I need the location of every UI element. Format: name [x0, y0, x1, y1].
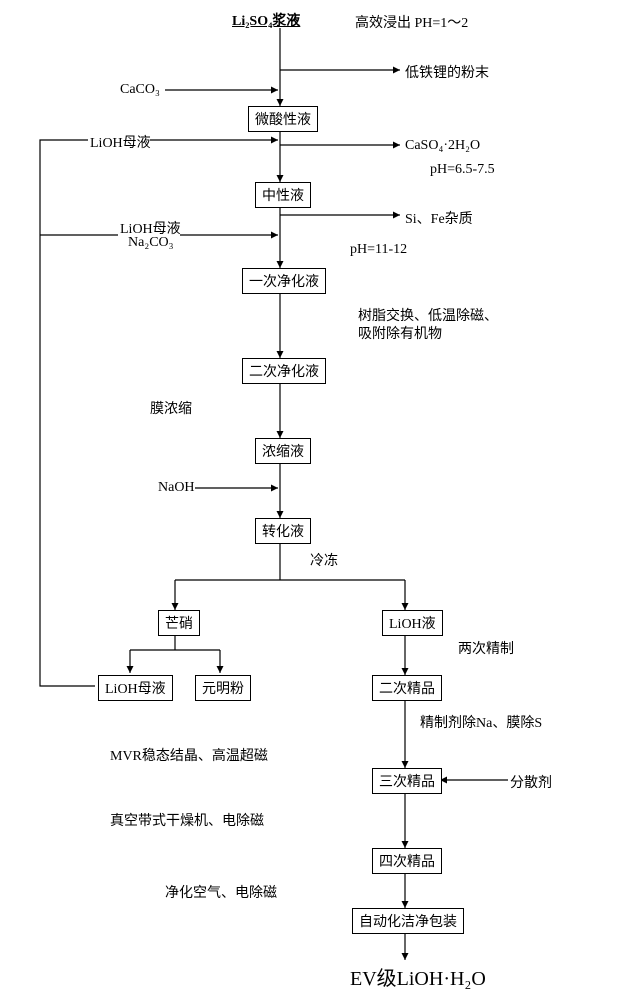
note-resin-b: 吸附除有机物 [358, 323, 442, 343]
flowchart-canvas: Li₂SO₄浆液 高效浸出 PH=1～2 低铁锂的粉末 CaCO₃ 微酸性液 L… [10, 10, 627, 990]
input-na2co3: Na₂CO₃ [128, 235, 174, 251]
note-mvr: MVR稳态结晶、高温超磁 [110, 745, 268, 765]
note-ph2: pH=11-12 [350, 242, 407, 258]
box-purify1: 一次净化液 [242, 268, 326, 294]
box-yuanming: 元明粉 [195, 675, 251, 701]
box-concentrate: 浓缩液 [255, 438, 311, 464]
note-refine-na-s: 精制剂除Na、膜除S [420, 712, 542, 732]
box-lioh-liquid: LiOH液 [382, 610, 443, 636]
note-air: 净化空气、电除磁 [165, 882, 277, 902]
box-convert: 转化液 [255, 518, 311, 544]
box-mirabilite: 芒硝 [158, 610, 200, 636]
input-dispersant: 分散剂 [510, 772, 552, 792]
box-lioh-mother: LiOH母液 [98, 675, 173, 701]
note-membrane: 膜浓缩 [150, 398, 192, 418]
note-freeze: 冷冻 [310, 550, 338, 570]
input-naoh: NaOH [158, 480, 195, 496]
title: Li₂SO₄浆液 [232, 10, 300, 30]
output-product: EV级LiOH·H₂O [350, 962, 486, 991]
box-packaging: 自动化洁净包装 [352, 908, 464, 934]
box-second-prod: 二次精品 [372, 675, 442, 701]
box-fourth-prod: 四次精品 [372, 848, 442, 874]
note-top-right2: 低铁锂的粉末 [405, 62, 489, 82]
box-weak-acid: 微酸性液 [248, 106, 318, 132]
flow-arrows [10, 10, 627, 990]
out-caso4: CaSO₄·2H₂O [405, 138, 480, 154]
note-vacuum: 真空带式干燥机、电除磁 [110, 810, 264, 830]
input-lioh1: LiOH母液 [90, 132, 151, 152]
box-third-prod: 三次精品 [372, 768, 442, 794]
input-caco3: CaCO₃ [120, 82, 160, 98]
box-purify2: 二次净化液 [242, 358, 326, 384]
note-ph1: pH=6.5-7.5 [430, 162, 495, 178]
note-top-right1: 高效浸出 PH=1～2 [355, 12, 468, 32]
out-sife: Si、Fe杂质 [405, 208, 473, 228]
note-two-refine: 两次精制 [458, 638, 514, 658]
box-neutral: 中性液 [255, 182, 311, 208]
note-resin-a: 树脂交换、低温除磁、 [358, 305, 498, 325]
